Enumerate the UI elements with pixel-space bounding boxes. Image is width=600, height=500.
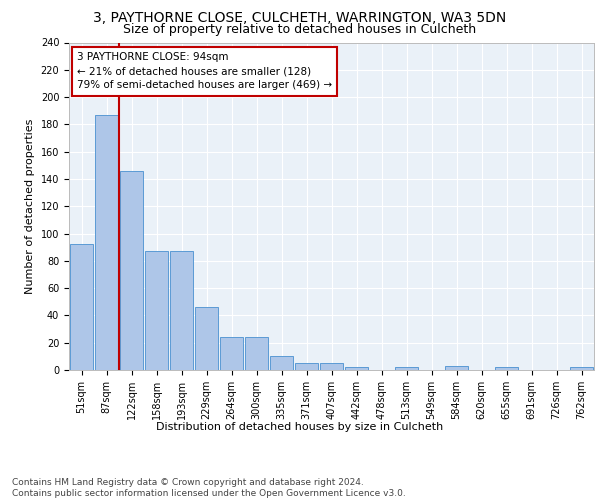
Bar — [345, 368, 368, 370]
Bar — [570, 368, 593, 370]
Bar — [95, 115, 118, 370]
Bar — [270, 356, 293, 370]
Bar — [295, 363, 318, 370]
Bar — [320, 363, 343, 370]
Bar — [445, 366, 468, 370]
Text: Distribution of detached houses by size in Culcheth: Distribution of detached houses by size … — [157, 422, 443, 432]
Text: Size of property relative to detached houses in Culcheth: Size of property relative to detached ho… — [124, 22, 476, 36]
Bar — [145, 252, 168, 370]
Bar — [245, 337, 268, 370]
Bar — [70, 244, 93, 370]
Bar — [395, 368, 418, 370]
Bar — [170, 252, 193, 370]
Bar — [195, 307, 218, 370]
Y-axis label: Number of detached properties: Number of detached properties — [25, 118, 35, 294]
Text: Contains HM Land Registry data © Crown copyright and database right 2024.
Contai: Contains HM Land Registry data © Crown c… — [12, 478, 406, 498]
Bar — [120, 171, 143, 370]
Text: 3, PAYTHORNE CLOSE, CULCHETH, WARRINGTON, WA3 5DN: 3, PAYTHORNE CLOSE, CULCHETH, WARRINGTON… — [94, 11, 506, 25]
Bar — [495, 368, 518, 370]
Bar — [220, 337, 243, 370]
Text: 3 PAYTHORNE CLOSE: 94sqm
← 21% of detached houses are smaller (128)
79% of semi-: 3 PAYTHORNE CLOSE: 94sqm ← 21% of detach… — [77, 52, 332, 90]
